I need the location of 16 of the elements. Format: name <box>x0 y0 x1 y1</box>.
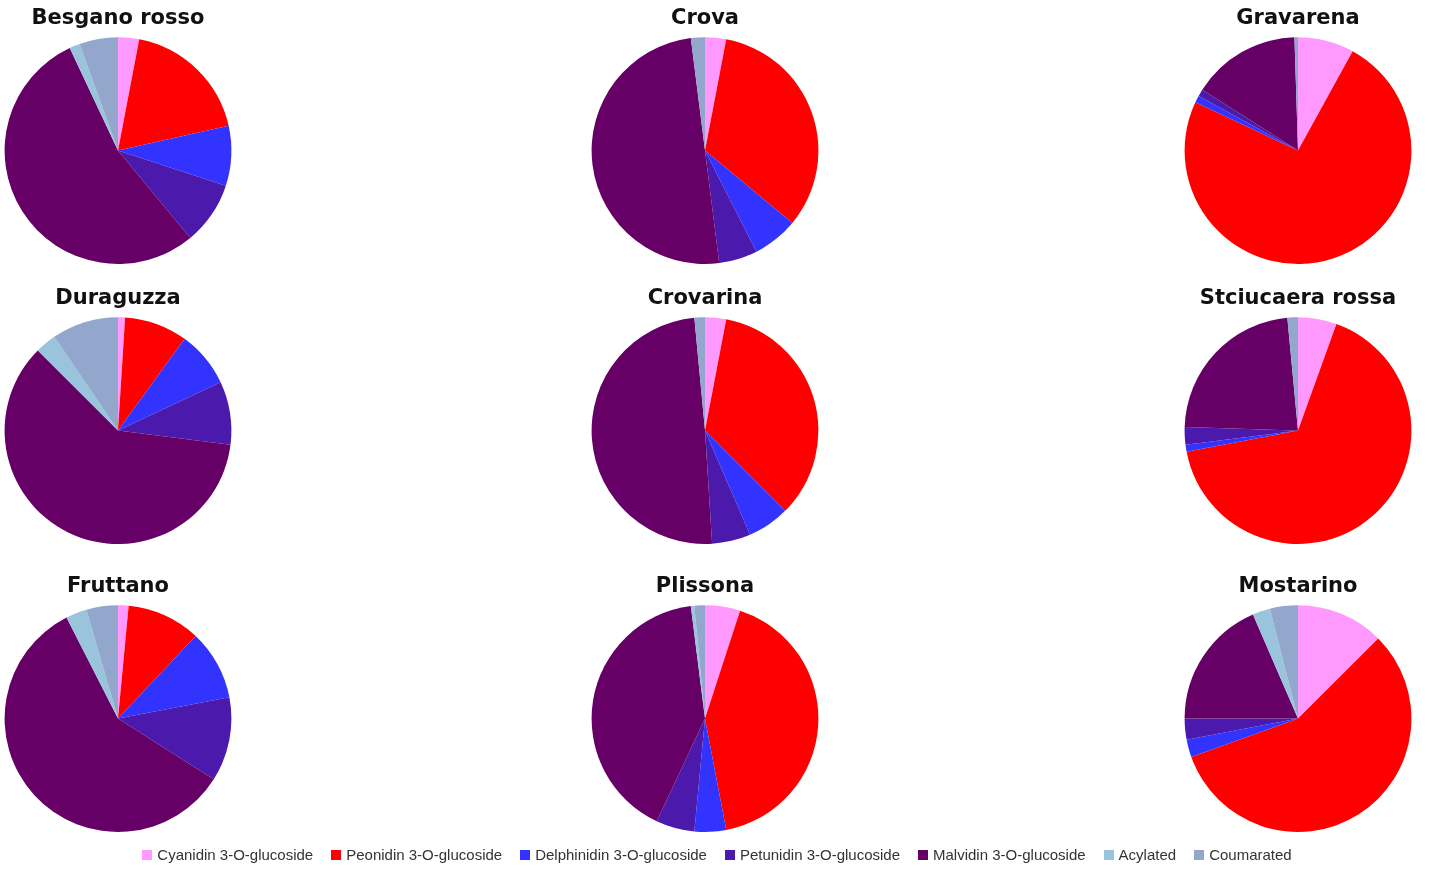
legend-label: Peonidin 3-O-glucoside <box>346 846 503 863</box>
legend-label: Coumarated <box>1209 846 1292 863</box>
chart-title: Besgano rosso <box>31 5 205 30</box>
legend-label: Acylated <box>1118 846 1177 863</box>
legend-label: Petunidin 3-O-glucoside <box>739 846 901 863</box>
chart-title: Crova <box>670 5 740 30</box>
chart-title: Plissona <box>655 573 755 598</box>
chart-title: Gravarena <box>1236 5 1360 30</box>
chart-title: Stciucaera rossa <box>1199 285 1397 310</box>
chart-title: Crovarina <box>647 285 763 310</box>
legend-label: Cyanidin 3-O-glucoside <box>157 846 314 863</box>
legend-label: Malvidin 3-O-glucoside <box>933 846 1086 863</box>
chart-title: Mostarino <box>1238 573 1358 598</box>
legend-label: Delphinidin 3-O-glucoside <box>535 846 707 863</box>
chart-title: Duraguzza <box>55 285 181 310</box>
chart-title: Fruttano <box>67 573 169 598</box>
